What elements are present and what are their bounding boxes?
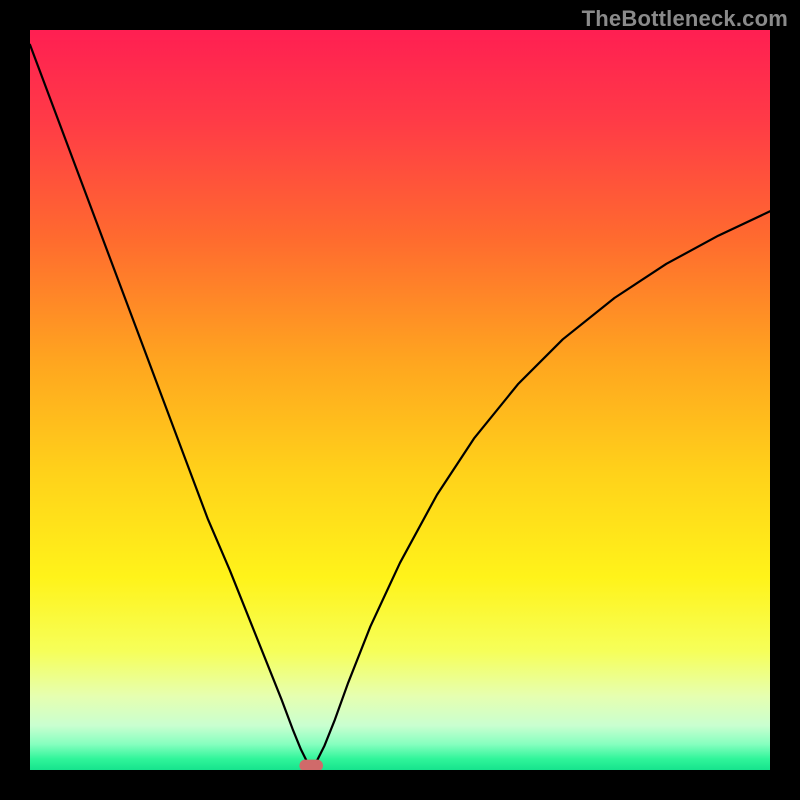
gradient-background — [30, 30, 770, 770]
chart-plot-area — [30, 30, 770, 770]
chart-svg — [30, 30, 770, 770]
minimum-marker — [299, 760, 323, 770]
watermark-text: TheBottleneck.com — [582, 6, 788, 32]
